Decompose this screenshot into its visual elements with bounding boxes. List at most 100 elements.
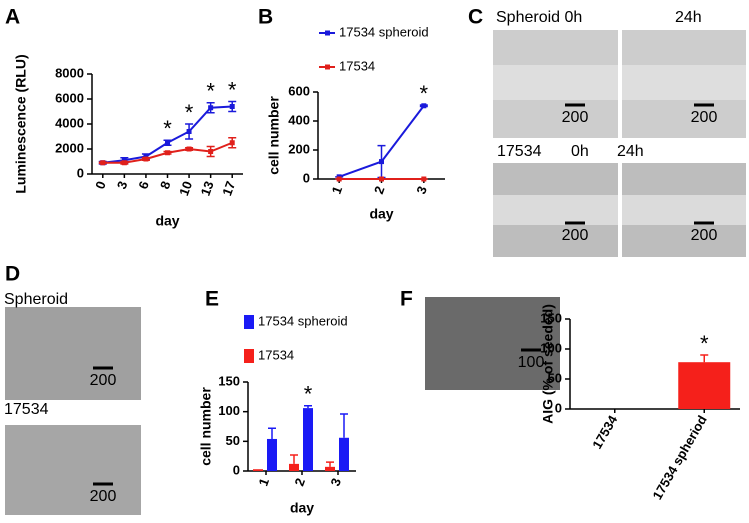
legend-label: 17534 <box>339 58 375 73</box>
image-label: 24h <box>675 9 702 26</box>
point <box>379 176 384 182</box>
bar <box>678 362 731 409</box>
point <box>421 176 427 182</box>
y-tick-label: 0 <box>303 170 310 185</box>
significance: * <box>700 331 709 356</box>
scale-label: 200 <box>562 227 589 244</box>
scratch-gap <box>622 65 746 100</box>
x-axis-title: day <box>369 206 393 222</box>
micrograph <box>5 425 141 515</box>
x-tick-label: 2 <box>371 184 388 196</box>
legend-swatch <box>244 315 254 329</box>
x-tick-label: 3 <box>114 179 131 191</box>
y-axis-title: AIG (% of seeded) <box>540 304 556 424</box>
y-tick-label: 150 <box>540 310 562 325</box>
x-tick-label: 17534 <box>589 412 620 451</box>
y-tick-label: 0 <box>555 400 562 415</box>
y-tick-label: 0 <box>77 165 84 180</box>
x-tick-label: 1 <box>329 184 346 196</box>
x-tick-label: 3 <box>327 476 344 488</box>
point <box>186 129 192 134</box>
point <box>421 103 427 109</box>
y-axis-title: cell number <box>266 96 282 175</box>
scale-label: 100 <box>518 354 545 371</box>
x-tick-label: 10 <box>176 179 195 198</box>
error-bar <box>700 354 709 363</box>
bar <box>289 463 299 471</box>
scale-label: 200 <box>90 372 117 389</box>
error-bar <box>290 454 298 464</box>
image-label: 17534 <box>4 401 49 418</box>
y-tick-label: 50 <box>226 433 240 448</box>
error-bar <box>326 461 334 467</box>
significance: * <box>304 382 313 407</box>
bar <box>339 437 349 471</box>
panel-letter: F <box>400 288 413 311</box>
error-bar <box>268 427 276 439</box>
error-bar <box>340 413 348 438</box>
y-tick-label: 50 <box>548 370 562 385</box>
scale-label: 200 <box>90 488 117 505</box>
x-tick-label: 2 <box>291 476 308 488</box>
x-tick-label: 8 <box>157 179 174 191</box>
point <box>165 140 170 146</box>
y-tick-label: 6000 <box>55 90 84 105</box>
x-tick-label: 6 <box>135 179 152 191</box>
point <box>229 104 235 109</box>
image-label: 0h <box>571 143 589 160</box>
y-tick-label: 100 <box>540 340 562 355</box>
panel-letter: B <box>258 6 273 29</box>
y-axis-title: cell number <box>198 387 214 466</box>
point <box>143 156 149 162</box>
significance: * <box>420 81 429 106</box>
point <box>229 140 235 146</box>
scale-label: 200 <box>562 109 589 126</box>
y-tick-label: 400 <box>288 112 310 127</box>
bar <box>267 438 277 471</box>
y-tick-label: 2000 <box>55 140 84 155</box>
x-tick-label: 1 <box>255 476 272 488</box>
point <box>121 160 127 166</box>
scale-label: 200 <box>691 227 718 244</box>
scratch-gap <box>622 195 746 225</box>
x-axis-title: day <box>155 213 179 229</box>
image-label: Spheroid <box>4 291 68 308</box>
y-tick-label: 150 <box>218 373 240 388</box>
legend-swatch <box>244 349 254 363</box>
legend-marker <box>325 30 330 36</box>
bar <box>253 469 263 471</box>
panel-letter: C <box>468 6 483 29</box>
panel-letter: E <box>205 288 219 311</box>
micrograph <box>5 307 141 400</box>
scale-label: 200 <box>691 109 718 126</box>
significance: * <box>206 79 215 104</box>
point <box>186 146 192 152</box>
x-tick-label: 17534 spheriod <box>650 413 710 503</box>
panel-letter: D <box>5 263 20 286</box>
significance: * <box>228 77 237 102</box>
panel-letter: A <box>5 6 20 29</box>
y-axis-title: Luminescence (RLU) <box>13 54 29 193</box>
significance: * <box>163 116 172 141</box>
y-tick-label: 4000 <box>55 115 84 130</box>
point <box>208 149 214 154</box>
scratch-gap <box>493 195 618 225</box>
image-label: 24h <box>617 143 644 160</box>
bar <box>303 408 313 471</box>
legend-label: 17534 spheroid <box>339 24 429 39</box>
point <box>379 159 384 165</box>
x-axis-title: day <box>290 500 314 516</box>
y-tick-label: 100 <box>218 403 240 418</box>
legend-marker <box>325 64 330 70</box>
point <box>336 176 342 182</box>
legend-label: 17534 <box>258 347 294 362</box>
significance: * <box>185 100 194 125</box>
legend-label: 17534 spheroid <box>258 313 348 328</box>
image-label: 17534 <box>497 143 542 160</box>
y-tick-label: 0 <box>233 462 240 477</box>
y-tick-label: 200 <box>288 141 310 156</box>
micrograph <box>425 297 560 390</box>
y-tick-label: 600 <box>288 83 310 98</box>
x-tick-label: 3 <box>413 184 430 196</box>
